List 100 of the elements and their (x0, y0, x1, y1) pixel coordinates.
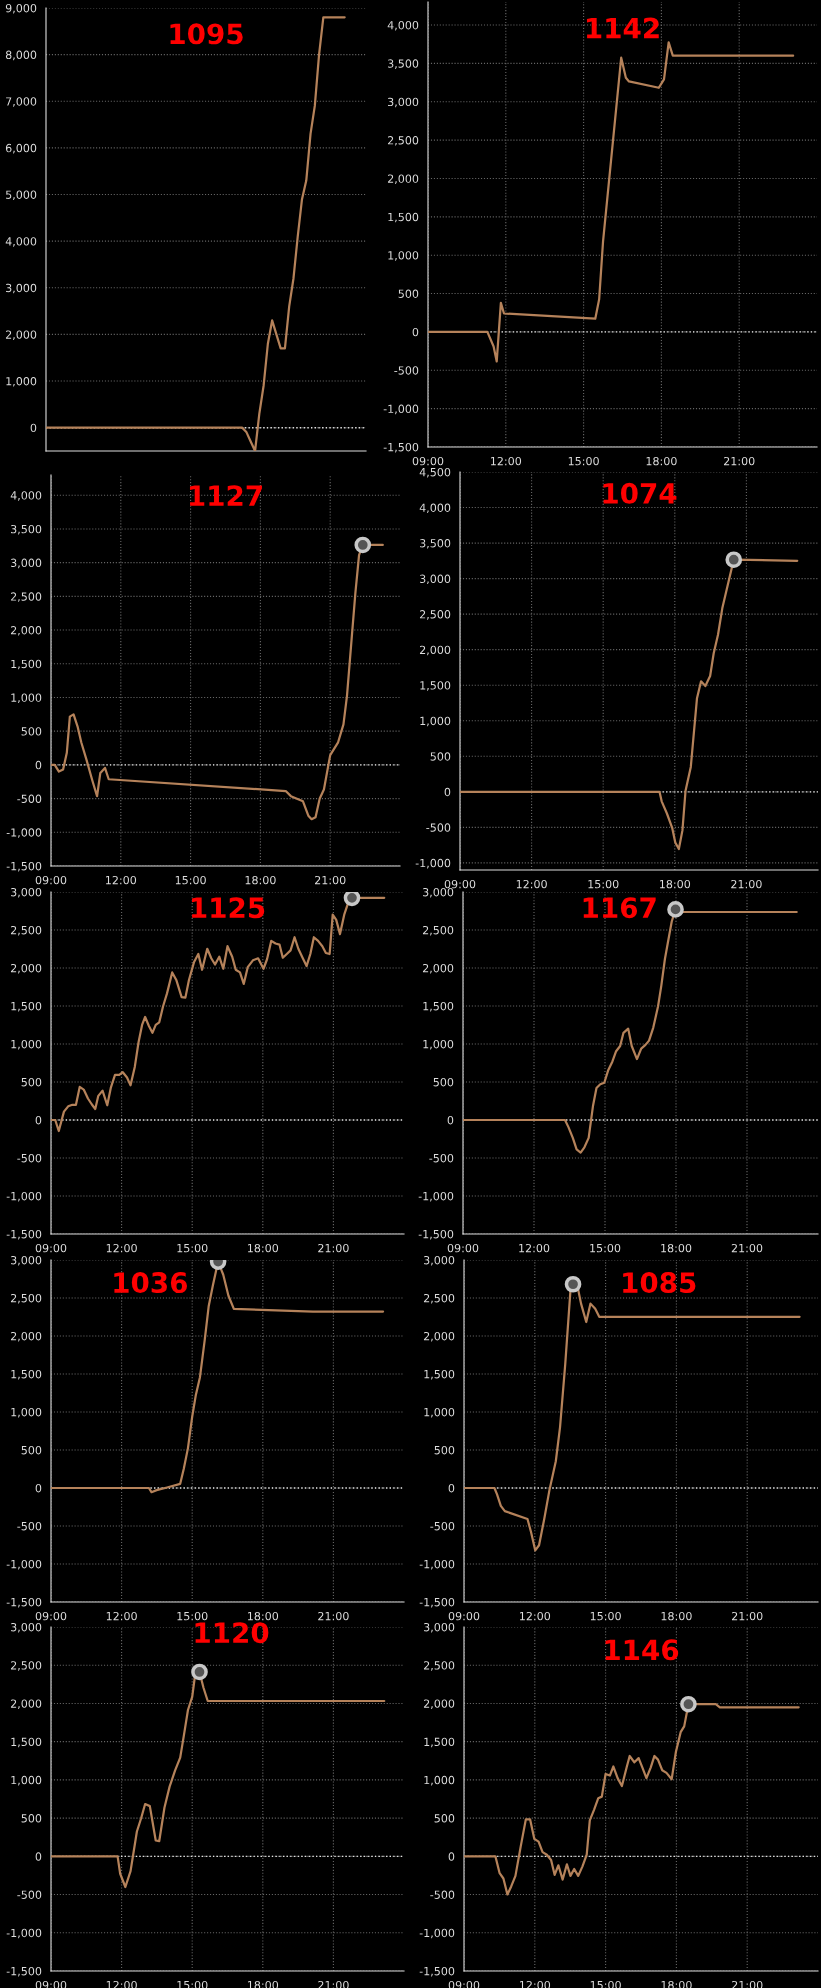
x-tick-label: 12:00 (106, 1611, 137, 1621)
y-tick-label: 500 (21, 727, 42, 736)
x-tick-label: 12:00 (106, 1243, 137, 1253)
y-tick-label: 3,000 (424, 1255, 455, 1266)
y-tick-label: 4,000 (387, 20, 419, 31)
y-tick-label: -500 (17, 1890, 42, 1899)
y-tick-label: 2,500 (423, 1293, 455, 1304)
y-tick-label: -1,500 (6, 1966, 42, 1977)
y-tick-label: -500 (17, 1153, 42, 1163)
chart-title: 1120 (195, 1622, 269, 1644)
y-tick-label: 2,000 (423, 1699, 455, 1709)
x-tick-label: 09:00 (412, 456, 444, 466)
y-tick-label: 3,000 (11, 887, 42, 898)
chart-title: 1095 (170, 23, 243, 45)
y-tick-label: -1,000 (6, 1559, 42, 1570)
y-tick-label: 500 (21, 1445, 42, 1455)
y-tick-label: -1,000 (415, 858, 451, 869)
y-tick-label: -500 (394, 366, 419, 375)
y-tick-label: 2,500 (10, 1661, 42, 1671)
x-tick-label: 21:00 (732, 1611, 763, 1621)
y-tick-label: 3,000 (6, 283, 37, 294)
y-tick-label: -1,000 (419, 1928, 455, 1939)
y-tick-label: 500 (430, 752, 451, 761)
y-tick-label: 2,500 (422, 925, 454, 936)
y-tick-label: 3,000 (11, 1622, 42, 1633)
y-tick-label: -1,500 (383, 442, 419, 453)
y-tick-label: 3,000 (11, 558, 42, 569)
y-tick-label: -500 (430, 1890, 455, 1899)
x-tick-label: 15:00 (590, 1243, 621, 1253)
y-tick-label: 1,500 (423, 1001, 454, 1012)
y-tick-label: 2,000 (422, 963, 454, 974)
y-tick-label: 2,000 (10, 1331, 42, 1342)
y-tick-label: 2,000 (10, 1699, 42, 1709)
y-tick-label: 500 (434, 1814, 455, 1823)
y-tick-label: -500 (17, 794, 42, 803)
y-tick-label: 1,000 (11, 1039, 42, 1050)
x-tick-label: 21:00 (724, 456, 755, 466)
y-tick-label: 6,000 (5, 143, 37, 154)
y-tick-label: 4,000 (10, 491, 42, 501)
chart-title: 1146 (605, 1639, 679, 1661)
y-tick-label: 8,000 (5, 50, 37, 61)
chart-title: 1074 (603, 482, 677, 504)
y-tick-label: -500 (429, 1153, 454, 1163)
y-tick-label: 2,500 (10, 592, 42, 602)
y-tick-label: 3,500 (11, 524, 42, 535)
y-tick-label: -500 (430, 1521, 455, 1531)
y-tick-label: 3,500 (388, 59, 419, 69)
y-tick-label: 3,000 (423, 887, 454, 898)
chart-title: 1127 (189, 485, 262, 506)
y-tick-label: -500 (17, 1521, 42, 1531)
x-tick-label: 09:00 (444, 879, 476, 889)
x-tick-label: 18:00 (248, 1611, 279, 1621)
y-tick-label: 1,000 (424, 1775, 455, 1786)
x-tick-label: 09:00 (447, 1243, 479, 1253)
y-tick-label: 2,000 (10, 626, 42, 636)
y-tick-label: 1,000 (423, 1039, 454, 1050)
y-tick-label: 0 (35, 1852, 42, 1861)
y-tick-label: 0 (412, 327, 419, 337)
y-tick-label: 1,500 (424, 1737, 455, 1748)
y-tick-label: 5,000 (6, 190, 37, 201)
x-tick-label: 18:00 (245, 875, 276, 885)
y-tick-label: 500 (398, 289, 419, 298)
x-tick-label: 09:00 (35, 1243, 67, 1253)
y-tick-label: -1,500 (419, 1966, 455, 1977)
x-tick-label: 09:00 (35, 1611, 67, 1621)
y-tick-label: 0 (448, 1483, 455, 1493)
x-tick-label: 12:00 (106, 875, 137, 885)
line-series (46, 16, 346, 451)
y-tick-label: 1,500 (388, 212, 419, 223)
y-tick-label: 1,000 (11, 1775, 42, 1786)
chart-title: 1142 (586, 17, 659, 39)
y-tick-label: 1,500 (11, 659, 42, 670)
y-tick-label: 2,000 (5, 330, 37, 340)
y-tick-label: -1,000 (418, 1191, 454, 1202)
y-tick-label: -1,500 (419, 1597, 455, 1608)
x-tick-label: 12:00 (519, 1243, 550, 1253)
y-tick-label: 7,000 (6, 97, 37, 107)
y-tick-label: 1,000 (11, 693, 42, 703)
y-tick-label: -1,500 (6, 861, 42, 872)
x-tick-label: 18:00 (661, 1243, 692, 1253)
y-tick-label: 0 (444, 787, 451, 797)
y-tick-label: 4,000 (419, 503, 451, 514)
y-tick-label: 1,000 (388, 251, 419, 261)
y-tick-label: 2,000 (423, 1331, 455, 1342)
y-tick-label: 2,000 (419, 645, 451, 656)
y-tick-label: 2,000 (10, 963, 42, 974)
y-tick-label: 4,500 (419, 467, 451, 478)
y-tick-label: 3,000 (388, 97, 419, 108)
chart-title: 1036 (114, 1272, 187, 1294)
y-tick-label: 2,500 (10, 925, 42, 936)
x-tick-label: 21:00 (318, 1243, 349, 1253)
y-tick-label: 500 (21, 1814, 42, 1823)
x-tick-label: 09:00 (35, 875, 67, 885)
y-tick-label: 1,000 (11, 1407, 42, 1418)
x-tick-label: 21:00 (315, 875, 346, 885)
x-tick-label: 21:00 (731, 1243, 763, 1253)
chart-title: 1125 (191, 897, 265, 919)
x-tick-label: 15:00 (177, 1243, 208, 1253)
y-tick-label: 1,000 (6, 377, 37, 387)
y-tick-label: 2,000 (387, 174, 419, 184)
